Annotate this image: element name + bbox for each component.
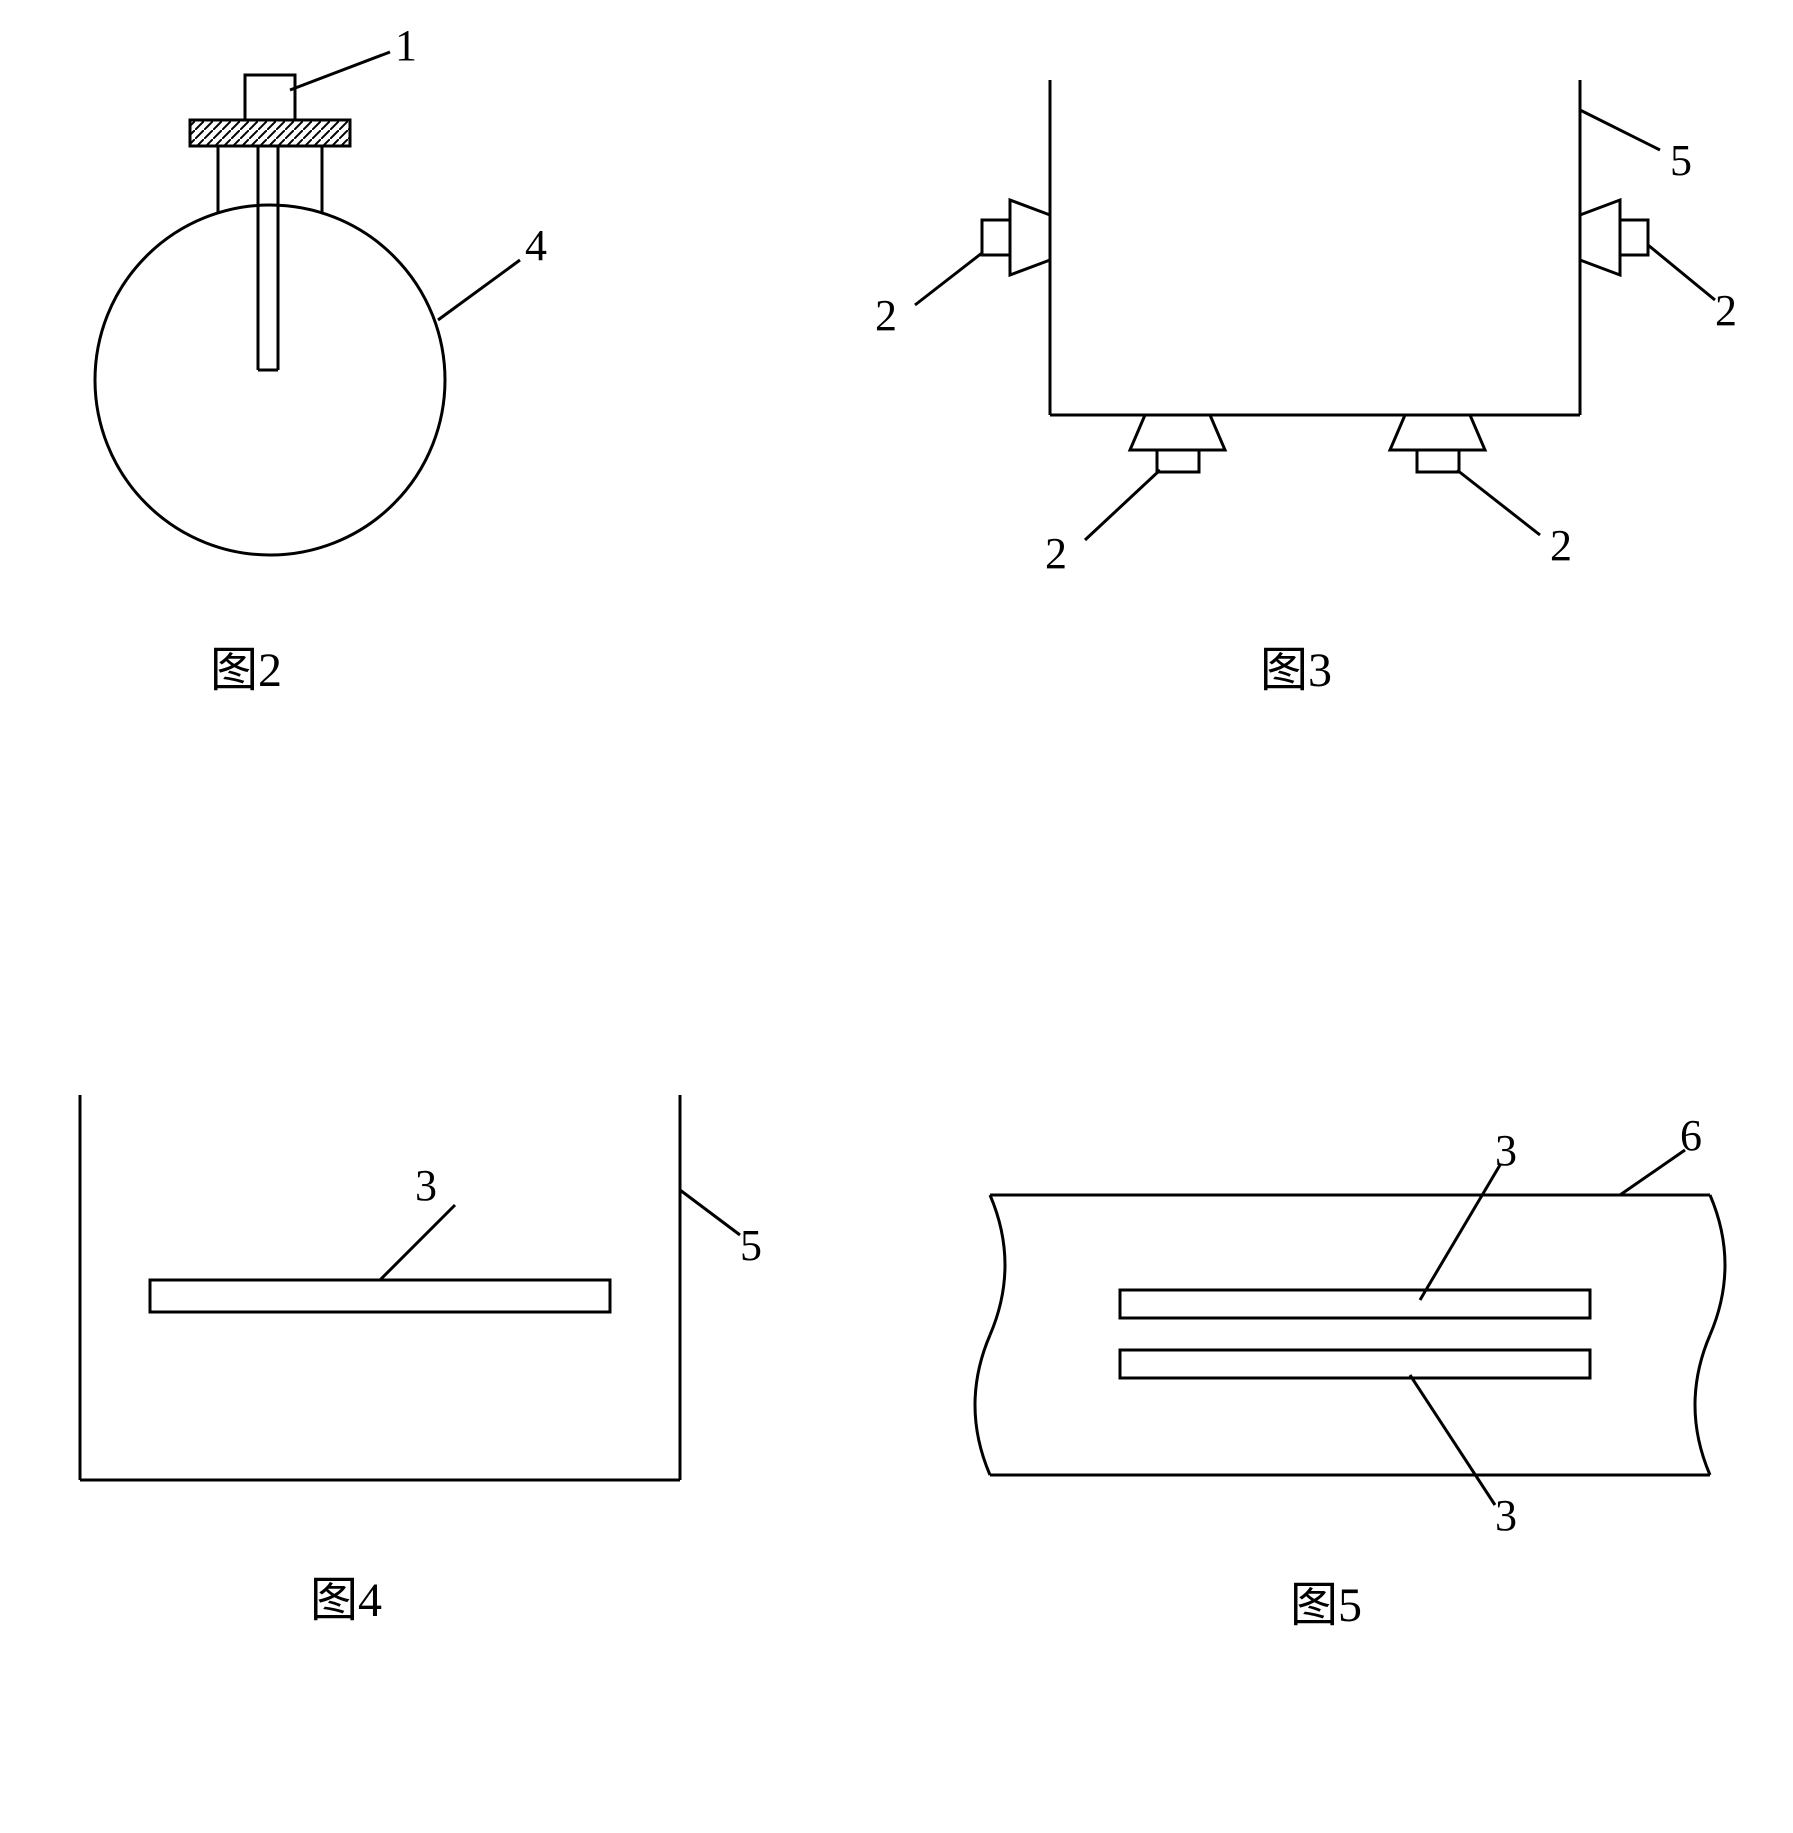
label-2-br: 2 bbox=[1550, 520, 1572, 571]
figure-4: 3 5 图4 bbox=[40, 1060, 760, 1525]
label-3-lower: 3 bbox=[1495, 1490, 1517, 1541]
label-5: 5 bbox=[740, 1220, 762, 1271]
figure-2-svg bbox=[60, 40, 580, 600]
caption-fig4: 图4 bbox=[310, 1560, 382, 1630]
label-2-right: 2 bbox=[1715, 285, 1737, 336]
figure-4-svg bbox=[40, 1060, 760, 1520]
label-6: 6 bbox=[1680, 1110, 1702, 1161]
caption-fig3: 图3 bbox=[1260, 630, 1332, 700]
label-5: 5 bbox=[1670, 135, 1692, 186]
transducer-br bbox=[1390, 415, 1485, 472]
caption-fig5: 图5 bbox=[1290, 1565, 1362, 1635]
figure-2: 1 4 图2 bbox=[60, 40, 580, 605]
figure-3-svg bbox=[860, 80, 1760, 640]
label-2-bl: 2 bbox=[1045, 528, 1067, 579]
figure-5-svg bbox=[940, 1095, 1760, 1515]
label-2-left: 2 bbox=[875, 290, 897, 341]
label-3: 3 bbox=[415, 1160, 437, 1211]
transducer-left bbox=[982, 200, 1050, 275]
label-3-upper: 3 bbox=[1495, 1125, 1517, 1176]
label-4: 4 bbox=[525, 220, 547, 271]
transducer-right bbox=[1580, 200, 1648, 275]
figure-3: 5 2 2 2 2 图3 bbox=[860, 80, 1760, 645]
caption-fig2: 图2 bbox=[210, 630, 282, 700]
transducer-bl bbox=[1130, 415, 1225, 472]
figure-5: 3 6 3 图5 bbox=[940, 1095, 1760, 1520]
label-1: 1 bbox=[395, 20, 417, 71]
